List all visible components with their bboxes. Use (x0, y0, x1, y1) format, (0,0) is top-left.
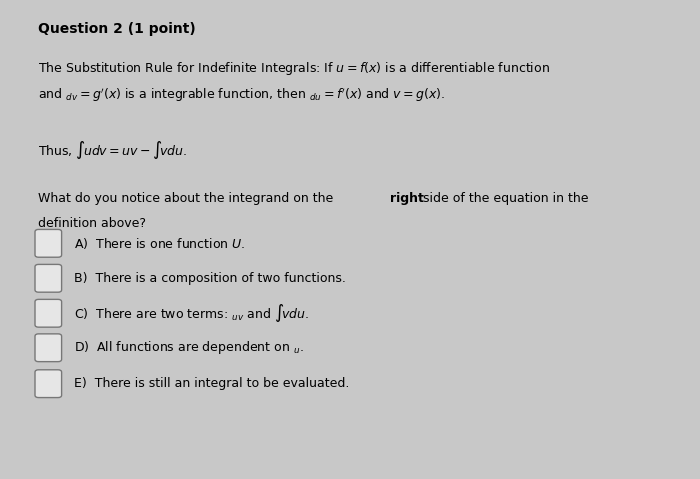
FancyBboxPatch shape (35, 334, 62, 362)
FancyBboxPatch shape (35, 229, 62, 257)
Text: The Substitution Rule for Indefinite Integrals: If $u = f(x)$ is a differentiabl: The Substitution Rule for Indefinite Int… (38, 60, 550, 77)
FancyBboxPatch shape (35, 299, 62, 327)
Text: right: right (390, 192, 424, 205)
Text: Question 2 (1 point): Question 2 (1 point) (38, 22, 196, 35)
FancyBboxPatch shape (35, 264, 62, 292)
Text: side of the equation in the: side of the equation in the (419, 192, 588, 205)
Text: D)  All functions are dependent on $_{u}$.: D) All functions are dependent on $_{u}$… (74, 339, 303, 356)
Text: and $_{dv} = g'(x)$ is a integrable function, then $_{du} = f'(x)$ and $v = g(x): and $_{dv} = g'(x)$ is a integrable func… (38, 86, 446, 104)
Text: What do you notice about the integrand on the: What do you notice about the integrand o… (38, 192, 337, 205)
Text: C)  There are two terms: $_{uv}$ and $\int\!vdu$.: C) There are two terms: $_{uv}$ and $\in… (74, 302, 309, 324)
Text: definition above?: definition above? (38, 217, 146, 229)
Text: B)  There is a composition of two functions.: B) There is a composition of two functio… (74, 272, 345, 285)
Text: E)  There is still an integral to be evaluated.: E) There is still an integral to be eval… (74, 377, 349, 390)
FancyBboxPatch shape (35, 370, 62, 398)
Text: Thus, $\int\!udv = uv - \int\!vdu.$: Thus, $\int\!udv = uv - \int\!vdu.$ (38, 139, 188, 161)
Text: A)  There is one function $\it{U}$.: A) There is one function $\it{U}$. (74, 236, 245, 251)
